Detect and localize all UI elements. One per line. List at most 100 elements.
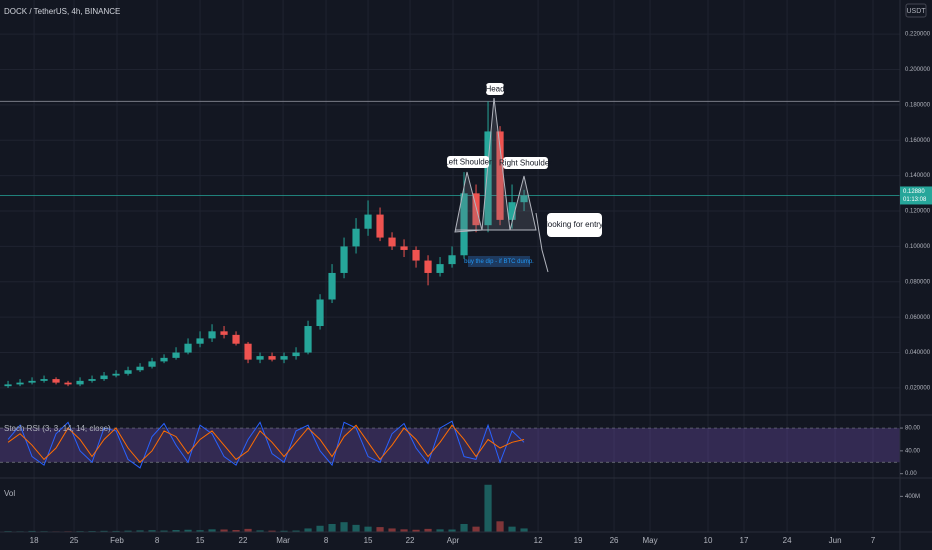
volume-bar xyxy=(352,524,360,532)
candle-body xyxy=(448,255,456,265)
volume-bar xyxy=(160,530,168,532)
candle-body xyxy=(244,343,252,360)
candle-body xyxy=(4,384,12,387)
candle-body xyxy=(316,299,324,327)
volume-bar xyxy=(436,529,444,532)
label-box xyxy=(486,83,504,95)
candle-body xyxy=(52,379,60,383)
y-tick-label: 0.080000 xyxy=(905,279,931,285)
volume-bar xyxy=(256,530,264,532)
candle-body xyxy=(340,246,348,273)
projection xyxy=(535,212,549,273)
x-tick-label: 15 xyxy=(364,536,373,545)
stoch-line xyxy=(7,420,525,469)
candle-body xyxy=(160,357,168,362)
candle-body xyxy=(232,334,240,344)
volume-bar xyxy=(472,526,480,532)
volume-bar xyxy=(496,521,504,532)
candle-body xyxy=(136,366,144,371)
candle-body xyxy=(184,343,192,353)
stoch-title: Stoch RSI (3, 3, 14, 14, close) xyxy=(4,424,111,433)
volume-bar xyxy=(28,530,36,532)
x-tick-label: Apr xyxy=(447,536,460,545)
volume-bar xyxy=(328,523,336,532)
candle-body xyxy=(472,193,480,226)
volume-bar xyxy=(232,530,240,532)
volume-bar xyxy=(376,527,384,532)
annotation: Head xyxy=(485,85,504,94)
candle-body xyxy=(376,214,384,238)
currency: USDT xyxy=(906,8,926,15)
candle-body xyxy=(124,370,132,374)
volume-bar xyxy=(388,528,396,532)
candle-body xyxy=(460,193,468,256)
x-tick-label: 10 xyxy=(704,536,713,545)
volume-bar xyxy=(412,529,420,532)
volume-bar xyxy=(184,529,192,532)
y-tick-label: 0.100000 xyxy=(905,244,931,250)
candle-body xyxy=(304,326,312,353)
price-label: 0.12880 xyxy=(903,189,925,195)
x-tick-label: Mar xyxy=(276,536,290,545)
candle-body xyxy=(424,260,432,273)
volume-bar xyxy=(340,522,348,532)
label-box xyxy=(468,256,530,267)
label-box xyxy=(447,156,489,168)
grid xyxy=(0,0,900,532)
annotation: Right Shoulder xyxy=(499,159,552,168)
x-tick-label: 22 xyxy=(406,536,415,545)
price-badge xyxy=(900,186,932,205)
volume-bar xyxy=(424,528,432,532)
y-tick-label: 0.020000 xyxy=(905,386,931,392)
volume-bar xyxy=(316,525,324,532)
candle-body xyxy=(64,382,72,385)
volume-bar xyxy=(460,523,468,532)
candle-body xyxy=(88,379,96,381)
y-tick-label: 0.00 xyxy=(905,471,917,477)
y-tick-label: 0.180000 xyxy=(905,102,931,108)
y-tick-label: 0.060000 xyxy=(905,315,931,321)
labels: Head Left Shoulder Right Shoulder lookin… xyxy=(444,83,603,267)
y-tick-label: 40.00 xyxy=(905,448,921,454)
x-tick-label: May xyxy=(642,536,657,545)
y-tick-label: 0.200000 xyxy=(905,67,931,73)
symbol-title: DOCK / TetherUS, 4h, BINANCE xyxy=(4,7,120,16)
candle-body xyxy=(76,380,84,385)
annotation: looking for entry xyxy=(546,220,603,229)
y-tick-label: 0.120000 xyxy=(905,209,931,215)
x-tick-label: 19 xyxy=(574,536,583,545)
x-tick-label: 12 xyxy=(534,536,543,545)
volume-bar xyxy=(280,530,288,532)
candle-body xyxy=(484,131,492,226)
candle-body xyxy=(172,352,180,358)
candle-body xyxy=(148,361,156,367)
x-tick-label: 15 xyxy=(196,536,205,545)
x-tick-label: 8 xyxy=(155,536,160,545)
volume-bar xyxy=(136,530,144,532)
axes: 18 25 Feb 8 15 22 Mar 8 15 22 Apr 12 19 26 May 10 17 24 Ju… xyxy=(30,32,932,545)
candle-body xyxy=(496,131,504,220)
candle-body xyxy=(40,379,48,381)
volume-bar xyxy=(196,530,204,532)
candle-body xyxy=(520,195,528,203)
volume-bar xyxy=(400,529,408,532)
annotation: Left Shoulder xyxy=(444,158,492,167)
volume-title: Vol xyxy=(4,489,15,498)
candle-body xyxy=(112,373,120,376)
candle-body xyxy=(220,331,228,335)
y-tick-label: 400M xyxy=(905,494,920,500)
candle-body xyxy=(208,331,216,339)
volume-bar xyxy=(112,530,120,532)
y-tick-label: 0.220000 xyxy=(905,32,931,38)
volume-bar xyxy=(520,528,528,532)
x-tick-label: Feb xyxy=(110,536,124,545)
candle-body xyxy=(268,356,276,360)
x-tick-label: 7 xyxy=(871,536,876,545)
candle-body xyxy=(436,264,444,273)
label-box xyxy=(503,157,548,169)
volume-bar xyxy=(268,530,276,532)
volume-bar xyxy=(448,529,456,532)
candle-body xyxy=(256,356,264,360)
